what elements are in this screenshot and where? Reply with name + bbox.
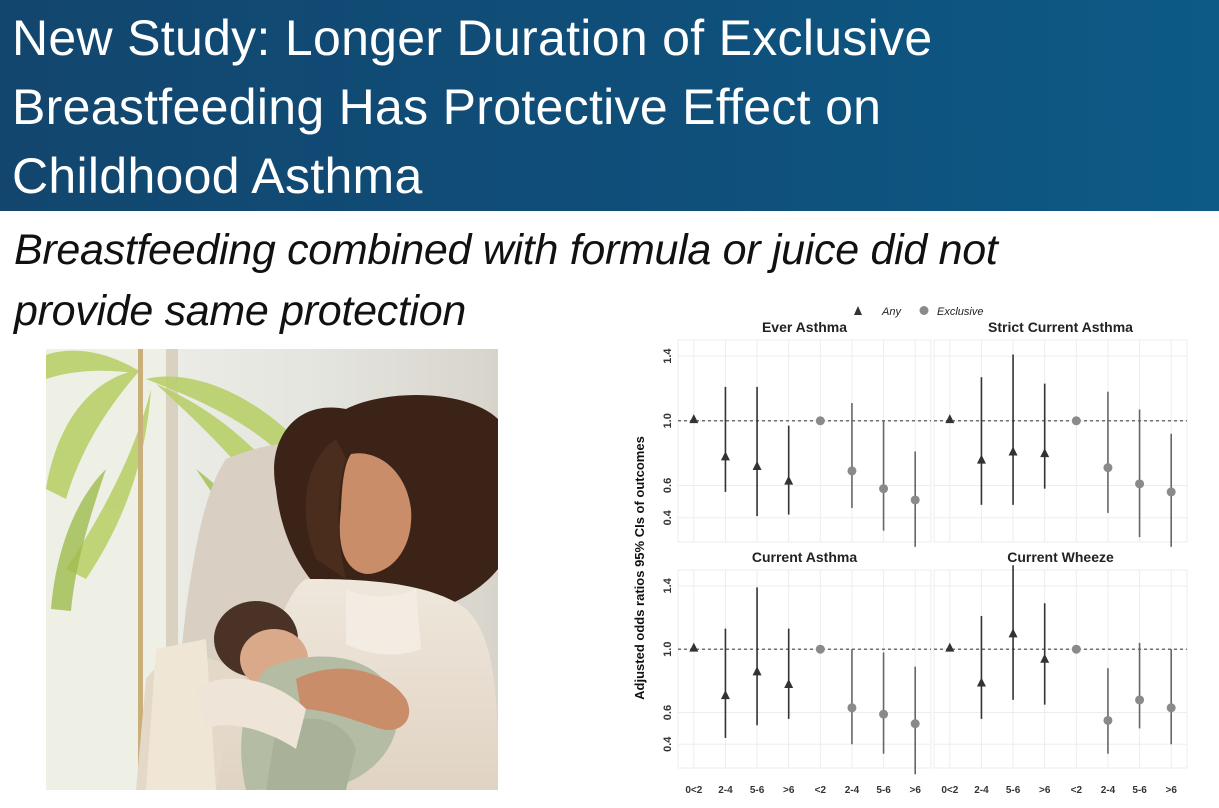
panel-title: Ever Asthma (762, 319, 847, 335)
point-exclusive (1071, 416, 1081, 426)
x-tick-label: >6 (783, 785, 795, 796)
subtitle-line: Breastfeeding combined with formula or j… (14, 226, 998, 274)
x-tick-label: 2-4 (845, 785, 860, 796)
y-tick-label: 0.4 (662, 509, 674, 525)
point-any (976, 677, 986, 687)
point-any (1008, 628, 1018, 638)
point-any (752, 461, 762, 471)
title-banner: New Study: Longer Duration of Exclusive … (0, 0, 1219, 211)
point-exclusive (910, 495, 920, 505)
point-any (689, 642, 699, 652)
panel-title: Current Asthma (752, 549, 857, 565)
point-exclusive (1103, 463, 1113, 473)
point-exclusive (1166, 487, 1176, 497)
subtitle-line: provide same protection (14, 287, 467, 335)
y-tick-label: 0.4 (662, 736, 674, 752)
panel-title: Strict Current Asthma (988, 319, 1133, 335)
x-tick-label: 5-6 (1006, 785, 1021, 796)
y-tick-label: 1.4 (662, 348, 674, 364)
x-tick-label: >6 (1165, 785, 1177, 796)
point-any (689, 414, 699, 424)
point-any (784, 679, 794, 689)
x-tick-label: 2-4 (718, 785, 733, 796)
point-any (1008, 446, 1018, 456)
chart-panel: Current Wheeze (933, 549, 1188, 769)
mother-breastfeeding-photo (46, 349, 498, 790)
odds-ratio-chart: Any Exclusive Adjusted odds ratios 95% C… (628, 298, 1219, 803)
point-exclusive (1135, 479, 1145, 489)
x-tick-label: >6 (1039, 785, 1051, 796)
chart-panel: Ever Asthma 0.4 0.6 1.0 1.4 (662, 319, 932, 547)
point-exclusive (1071, 644, 1081, 654)
y-tick-label: 0.6 (662, 478, 674, 493)
point-any (784, 475, 794, 485)
point-any (945, 642, 955, 652)
photo-illustration (46, 349, 498, 790)
chart-panels: Ever Asthma 0.4 0.6 1.0 1.4 Strict Current As… (662, 319, 1188, 775)
point-exclusive (847, 703, 857, 713)
x-tick-label: 5-6 (876, 785, 891, 796)
point-any (1040, 653, 1050, 663)
chart-panel: Current Asthma 0.4 0.6 1.0 1.4 (662, 549, 932, 775)
point-exclusive (815, 644, 825, 654)
x-tick-label: 5-6 (750, 785, 765, 796)
legend-exclusive-marker (919, 306, 929, 315)
panel-background (677, 569, 932, 769)
point-any (1040, 448, 1050, 458)
chart-canvas: Any Exclusive Adjusted odds ratios 95% C… (632, 306, 1188, 796)
panel-title: Current Wheeze (1007, 549, 1114, 565)
point-exclusive (910, 719, 920, 729)
x-tick-label: 2-4 (1101, 785, 1116, 796)
slide-title: New Study: Longer Duration of Exclusive … (12, 4, 1219, 211)
legend-any-label: Any (881, 306, 902, 318)
panel-background (933, 339, 1188, 543)
point-exclusive (1166, 703, 1176, 713)
y-tick-label: 0.6 (662, 705, 674, 720)
x-tick-label: 5-6 (1132, 785, 1147, 796)
x-tick-label: <2 (1071, 785, 1083, 796)
chart-panel: Strict Current Asthma (933, 319, 1188, 547)
point-any (720, 451, 730, 461)
title-line: Childhood Asthma (12, 148, 423, 204)
y-tick-label: 1.4 (662, 577, 674, 593)
x-tick-label: 2-4 (974, 785, 989, 796)
x-tick-label: >6 (909, 785, 921, 796)
chart-legend: Any Exclusive (854, 306, 983, 318)
point-exclusive (879, 484, 889, 494)
point-any (720, 690, 730, 700)
y-tick-label: 1.0 (662, 413, 674, 428)
x-tick-label: 0<2 (941, 785, 958, 796)
y-axis-label: Adjusted odds ratios 95% CIs of outcomes (632, 436, 647, 700)
point-exclusive (847, 466, 857, 476)
point-any (752, 666, 762, 676)
point-any (976, 454, 986, 464)
point-any (945, 414, 955, 424)
x-tick-label: 0<2 (685, 785, 702, 796)
title-line: Breastfeeding Has Protective Effect on (12, 79, 882, 135)
x-tick-label: <2 (815, 785, 827, 796)
point-exclusive (1135, 695, 1145, 705)
title-line: New Study: Longer Duration of Exclusive (12, 10, 933, 66)
legend-exclusive-label: Exclusive (937, 306, 983, 318)
legend-any-marker (854, 306, 862, 315)
point-exclusive (1103, 715, 1113, 725)
y-tick-label: 1.0 (662, 642, 674, 657)
panel-background (933, 569, 1188, 769)
point-exclusive (879, 709, 889, 719)
slide-subtitle: Breastfeeding combined with formula or j… (14, 220, 1164, 342)
x-tick-labels: 0<2 2-4 5-6 >6 <2 2-4 5-6 >6 0<2 2-4 5-6 >6 <2 2-4 5-6… (685, 785, 1177, 796)
panel-background (677, 339, 932, 543)
point-exclusive (815, 416, 825, 426)
